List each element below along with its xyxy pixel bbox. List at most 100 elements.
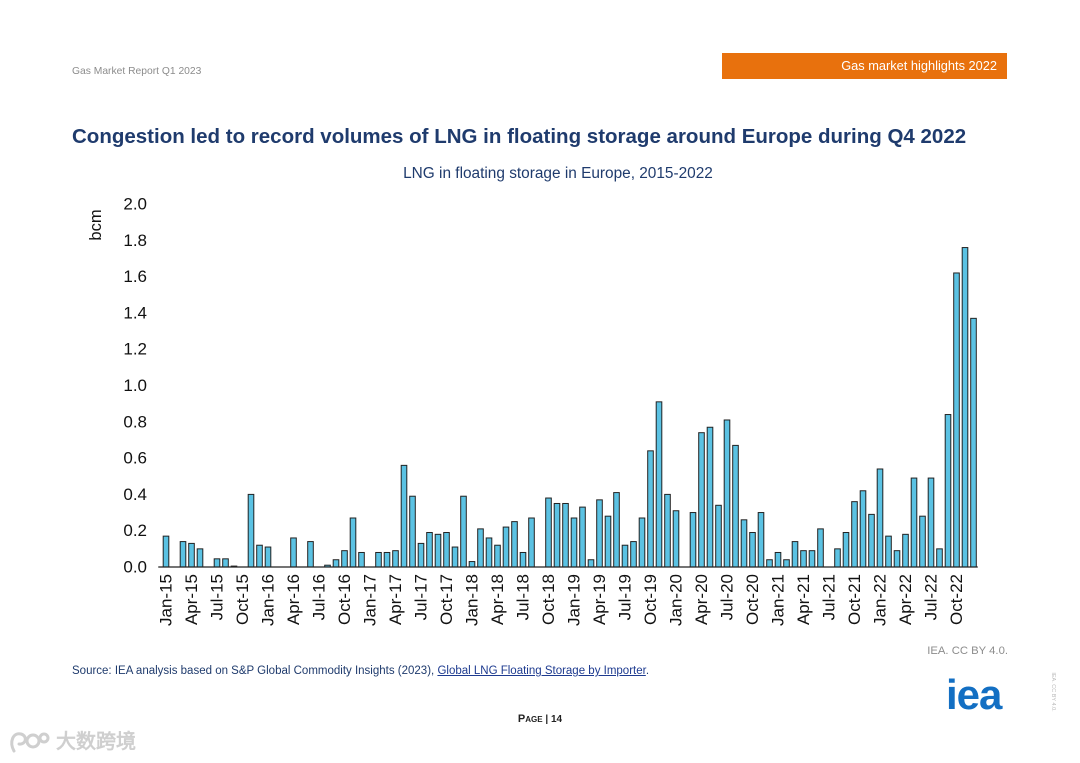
y-tick-label: 0.0 xyxy=(123,558,147,577)
source-link[interactable]: Global LNG Floating Storage by Importer xyxy=(437,665,646,677)
x-tick-label: Apr-16 xyxy=(284,574,303,625)
y-tick-label: 1.8 xyxy=(123,231,147,250)
x-tick-label: Jan-17 xyxy=(361,574,380,626)
x-tick-label: Jul-16 xyxy=(310,574,329,620)
page-separator: | xyxy=(545,714,549,725)
bars xyxy=(162,247,977,568)
x-tick-label: Apr-19 xyxy=(590,574,609,625)
bar-2020-06 xyxy=(715,504,722,568)
report-title: Gas Market Report Q1 2023 xyxy=(72,66,202,77)
bar-2022-12 xyxy=(970,317,977,568)
bar-2021-11 xyxy=(859,490,867,568)
bar-2016-12 xyxy=(358,551,365,568)
bar-2021-06 xyxy=(817,528,824,568)
x-tick-label: Oct-18 xyxy=(539,574,558,625)
page-label: Page xyxy=(517,713,543,725)
x-tick-label: Jul-22 xyxy=(922,574,941,620)
bar-2020-05 xyxy=(706,426,714,568)
bar-2015-05 xyxy=(196,548,204,568)
x-tick-label: Jul-17 xyxy=(412,574,431,620)
bar-2022-04 xyxy=(902,533,909,568)
bar-2020-01 xyxy=(672,510,680,568)
bar-2017-08 xyxy=(426,532,433,568)
x-tick-label: Apr-18 xyxy=(488,574,507,625)
bar-2022-03 xyxy=(893,550,901,568)
bar-2015-01 xyxy=(162,535,170,568)
x-tick-label: Oct-20 xyxy=(743,574,762,625)
bar-2021-04 xyxy=(800,550,807,568)
bar-2018-02 xyxy=(477,528,484,568)
x-tick-label: Apr-17 xyxy=(386,574,405,625)
y-tick-label: 1.6 xyxy=(123,267,147,286)
y-axis-label: bcm xyxy=(87,209,105,240)
bar-2020-08 xyxy=(732,444,739,568)
page-number-value: 14 xyxy=(550,714,563,725)
bar-2018-12 xyxy=(562,502,569,568)
source-text: Source: IEA analysis based on S&P Global… xyxy=(72,665,438,677)
bar-2019-08 xyxy=(630,541,637,568)
bar-2019-04 xyxy=(596,499,603,568)
bar-2022-07 xyxy=(927,477,935,568)
bar-2021-03 xyxy=(791,541,799,568)
y-tick-labels: 0.0 0.2 0.4 0.6 0.8 1.0 1.2 1.4 1.6 1.8 2.0 xyxy=(123,195,147,577)
bar-2017-06 xyxy=(409,495,416,568)
bar-2017-02 xyxy=(375,551,382,568)
chart-title: LNG in floating storage in Europe, 2015-… xyxy=(403,165,713,182)
bar-2018-06 xyxy=(511,521,518,568)
bar-2022-02 xyxy=(885,535,892,568)
bar-2017-10 xyxy=(443,532,450,568)
y-tick-label: 0.8 xyxy=(123,412,147,431)
x-tick-label: Apr-15 xyxy=(182,574,201,625)
bar-2015-03 xyxy=(179,541,187,568)
x-tick-labels: Jan-15 Apr-15 Jul-15 Oct-15 Jan-16 Apr-16 Jul-… xyxy=(157,574,967,626)
bar-2018-11 xyxy=(553,502,561,568)
x-tick-label: Jul-19 xyxy=(616,574,635,620)
x-tick-label: Oct-16 xyxy=(335,574,354,625)
bar-2017-11 xyxy=(451,546,459,568)
x-tick-label: Jul-20 xyxy=(718,574,737,620)
bar-2016-09 xyxy=(332,559,340,568)
bar-2018-10 xyxy=(545,497,552,568)
bar-2015-08 xyxy=(222,558,229,568)
bar-2021-01 xyxy=(774,551,782,568)
bar-2016-01 xyxy=(264,546,272,568)
bar-2019-12 xyxy=(664,493,671,568)
x-tick-label: Apr-22 xyxy=(896,574,915,625)
x-tick-label: Apr-20 xyxy=(692,574,711,625)
watermark-text: 大数跨境 xyxy=(56,731,136,753)
bar-2018-08 xyxy=(528,517,535,568)
source-note: Source: IEA analysis based on S&P Global… xyxy=(72,664,649,678)
bar-2019-09 xyxy=(638,517,646,568)
bar-2020-07 xyxy=(723,419,731,568)
bar-2017-05 xyxy=(400,464,408,568)
bar-2020-12 xyxy=(766,559,773,568)
bar-2019-06 xyxy=(613,492,620,568)
bar-2019-01 xyxy=(570,517,578,568)
bar-2017-04 xyxy=(392,550,399,568)
bar-2021-05 xyxy=(808,550,816,568)
x-tick-label: Jan-16 xyxy=(259,574,278,626)
x-tick-label: Apr-21 xyxy=(794,574,813,625)
bar-2022-01 xyxy=(876,468,884,568)
x-tick-label: Jan-21 xyxy=(769,574,788,626)
bar-2022-05 xyxy=(910,477,918,568)
bar-2021-08 xyxy=(834,548,841,568)
bar-2019-11 xyxy=(655,401,663,568)
bar-2015-07 xyxy=(213,558,221,568)
x-tick-label: Jan-22 xyxy=(871,574,890,626)
bar-2017-12 xyxy=(460,495,467,568)
y-tick-label: 1.2 xyxy=(123,340,147,359)
section-banner: Gas market highlights 2022 xyxy=(722,53,1007,79)
bar-2020-03 xyxy=(689,512,697,568)
bar-2019-10 xyxy=(647,450,654,568)
bar-2016-04 xyxy=(290,537,297,568)
bar-2016-06 xyxy=(307,541,314,568)
x-tick-label: Jan-20 xyxy=(667,574,686,626)
x-tick-label: Oct-17 xyxy=(437,574,456,625)
bar-2018-07 xyxy=(519,551,527,568)
iea-logo: iea xyxy=(946,671,1002,718)
bar-2017-03 xyxy=(383,551,391,568)
y-tick-label: 0.4 xyxy=(123,485,147,504)
bar-2021-09 xyxy=(842,532,850,568)
x-tick-label: Jan-15 xyxy=(157,574,176,626)
